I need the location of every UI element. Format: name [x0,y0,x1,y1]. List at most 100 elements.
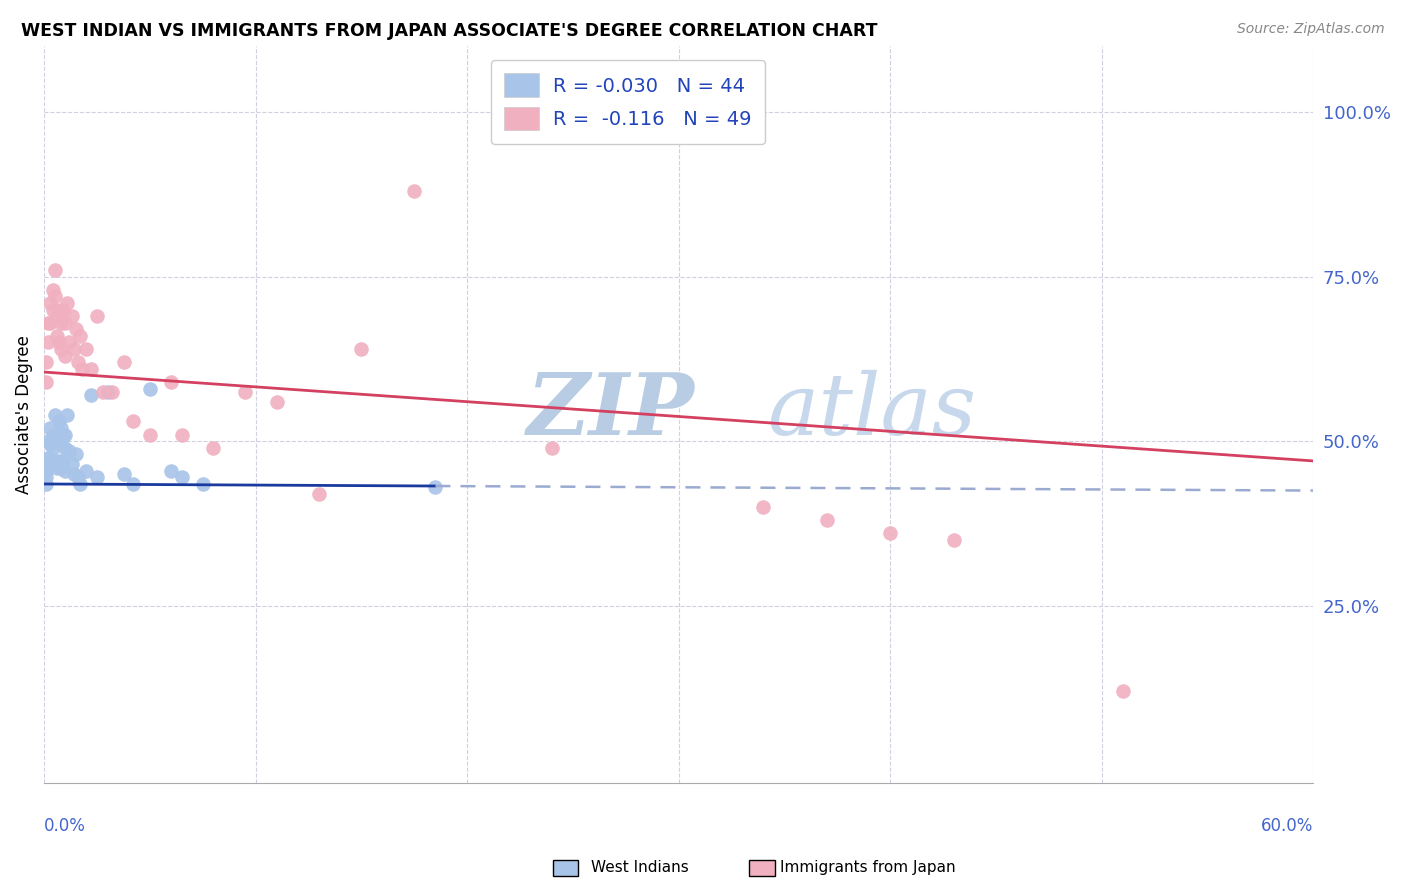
Point [139,382,162,396]
Point [79,388,101,402]
Point [60,457,83,471]
Point [49,437,72,451]
Point [41,427,63,442]
Point [75,342,97,356]
Point [39,450,62,465]
Point [53,441,76,455]
Text: WEST INDIAN VS IMMIGRANTS FROM JAPAN ASSOCIATE'S DEGREE CORRELATION CHART: WEST INDIAN VS IMMIGRANTS FROM JAPAN ASS… [21,22,877,40]
Point [39,316,62,330]
Text: Source: ZipAtlas.com: Source: ZipAtlas.com [1237,22,1385,37]
Point [44,454,66,468]
Point [53,427,76,442]
Text: ZIP: ZIP [526,369,695,453]
Point [35,477,58,491]
Text: 60.0%: 60.0% [1261,817,1313,835]
Point [48,454,70,468]
Point [58,335,80,350]
Point [45,329,67,343]
Point [37,434,59,449]
Point [160,464,183,478]
Point [86,470,108,484]
Point [70,361,93,376]
Text: Immigrants from Japan: Immigrants from Japan [780,860,956,874]
Legend: R = -0.030   N = 44, R =  -0.116   N = 49: R = -0.030 N = 44, R = -0.116 N = 49 [491,60,765,144]
Point [1112,684,1135,698]
Point [62,342,84,356]
Point [540,441,562,455]
Point [350,342,373,356]
Point [49,316,72,330]
Point [97,384,120,399]
Point [308,487,330,501]
Point [91,384,114,399]
Point [75,464,97,478]
Point [69,329,91,343]
Point [49,421,72,435]
Point [425,480,447,494]
Point [170,427,193,442]
Point [37,460,59,475]
Point [66,355,89,369]
Point [48,414,70,428]
Point [404,184,426,198]
Point [39,296,62,310]
Point [48,434,70,449]
Point [160,375,183,389]
Point [122,414,145,428]
Point [44,263,66,277]
Y-axis label: Associate's Degree: Associate's Degree [15,335,32,494]
Point [41,302,63,317]
Point [49,460,72,475]
Point [49,342,72,356]
Point [35,355,58,369]
Point [44,408,66,422]
Point [35,464,58,478]
Point [52,427,75,442]
Point [56,296,79,310]
Point [44,289,66,303]
Point [65,447,87,461]
Point [122,477,145,491]
Point [37,450,59,465]
Point [41,283,63,297]
Point [39,437,62,451]
Point [815,513,838,527]
Point [101,384,124,399]
Point [45,427,67,442]
Point [35,375,58,389]
Point [45,460,67,475]
Point [879,526,901,541]
Point [233,384,256,399]
Point [53,349,76,363]
Text: West Indians: West Indians [591,860,689,874]
Point [53,316,76,330]
Point [45,309,67,323]
Point [139,427,162,442]
Point [942,533,965,547]
Point [56,408,79,422]
Point [52,454,75,468]
Point [37,316,59,330]
Point [52,302,75,317]
Point [48,302,70,317]
Point [60,309,83,323]
Point [114,355,136,369]
Point [41,441,63,455]
Point [114,467,136,482]
Point [86,309,108,323]
Point [37,335,59,350]
Text: 0.0%: 0.0% [44,817,86,835]
Point [752,500,775,514]
Point [202,441,225,455]
Point [35,470,58,484]
Point [62,467,84,482]
Point [39,421,62,435]
Point [69,477,91,491]
Point [79,361,101,376]
Text: atlas: atlas [768,370,977,452]
Point [53,464,76,478]
Point [48,335,70,350]
Point [266,394,288,409]
Point [170,470,193,484]
Point [65,322,87,336]
